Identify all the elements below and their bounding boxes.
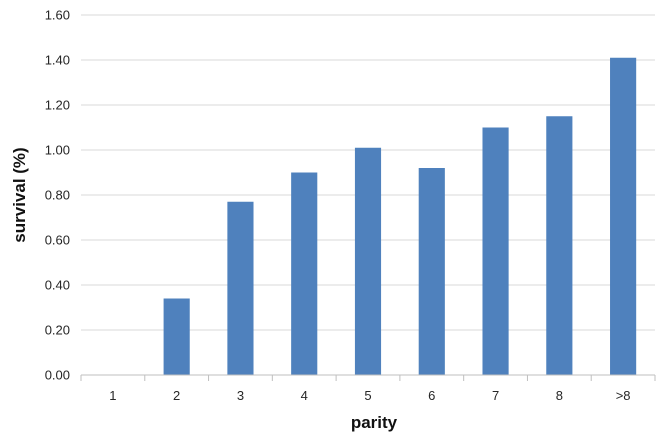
x-axis-title: parity	[351, 413, 398, 432]
y-tick-label: 0.40	[45, 278, 70, 293]
y-tick-label: 1.20	[45, 98, 70, 113]
x-tick-label: 3	[237, 388, 244, 403]
y-tick-label: 1.60	[45, 8, 70, 23]
bar-gt8	[610, 57, 637, 375]
x-tick-label: >8	[616, 388, 631, 403]
axes	[80, 374, 656, 381]
y-tick-labels: 0.00 0.20 0.40 0.60 0.80 1.00 1.20 1.40 1.60	[45, 8, 70, 383]
bar-4	[291, 172, 318, 375]
y-tick-label: 0.60	[45, 233, 70, 248]
x-tick-label: 8	[556, 388, 563, 403]
y-tick-label: 0.00	[45, 368, 70, 383]
x-tick-label: 7	[492, 388, 499, 403]
bar-8	[546, 116, 573, 375]
bar-6	[418, 168, 445, 375]
x-tick-labels: 1 2 3 4 5 6 7 8 >8	[109, 388, 630, 403]
y-tick-label: 0.20	[45, 323, 70, 338]
x-tick-label: 1	[109, 388, 116, 403]
x-tick-label: 2	[173, 388, 180, 403]
x-tick-label: 4	[301, 388, 308, 403]
y-tick-label: 0.80	[45, 188, 70, 203]
bar-3	[227, 201, 254, 375]
y-tick-label: 1.40	[45, 53, 70, 68]
y-axis-title: survival (%)	[10, 147, 29, 242]
bar-2	[163, 298, 190, 375]
bars	[163, 57, 637, 375]
bar-7	[482, 127, 509, 375]
x-tick-label: 5	[364, 388, 371, 403]
bar-5	[354, 147, 382, 375]
y-tick-label: 1.00	[45, 143, 70, 158]
x-tick-label: 6	[428, 388, 435, 403]
